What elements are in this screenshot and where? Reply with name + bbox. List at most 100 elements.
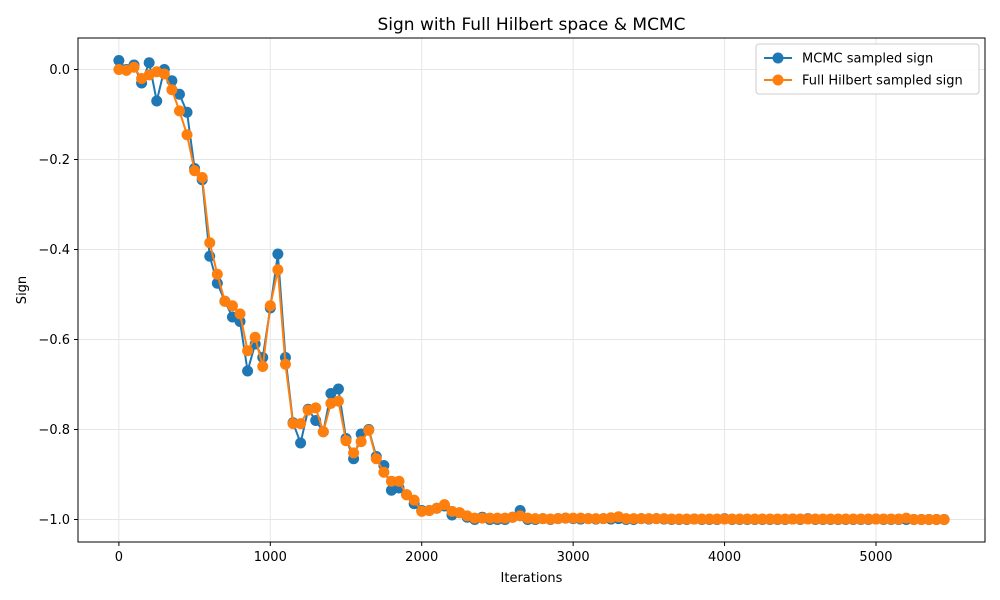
data-point [802,513,814,525]
data-point [189,165,201,177]
data-point [620,513,632,525]
chart-title: Sign with Full Hilbert space & MCMC [378,15,686,35]
data-point [666,513,678,525]
data-point [703,513,715,525]
data-point [249,331,261,343]
data-point [272,264,284,276]
data-point [113,55,125,66]
data-point [226,300,238,312]
data-point [529,513,541,525]
legend-item: MCMC sampled sign [764,52,933,67]
data-point [242,345,254,357]
data-point [257,361,269,372]
data-point [385,475,397,487]
x-tick-label: 1000 [254,550,287,565]
data-point [764,513,776,525]
data-point [355,436,367,448]
data-point [560,512,572,524]
data-point [938,514,950,525]
x-tick-label: 5000 [859,550,892,565]
y-tick-label: −0.2 [38,153,70,168]
data-point [741,513,753,525]
data-point [128,61,140,73]
data-point [332,383,344,395]
y-tick-label: 0.0 [49,63,70,78]
data-point [378,466,390,478]
x-tick-label: 2000 [405,550,438,565]
data-point [211,268,223,280]
data-point [401,489,413,501]
data-point [317,426,329,438]
data-point [287,418,299,430]
data-point [340,435,352,447]
data-point [484,512,496,524]
data-point [279,358,291,370]
data-point [469,512,481,524]
data-point [756,513,768,525]
data-point [688,513,700,525]
data-point [719,513,731,525]
data-point [681,513,693,525]
x-tick-label: 0 [115,550,123,565]
data-point [855,513,867,525]
data-point [567,512,579,524]
data-point [734,513,746,525]
data-point [151,95,163,107]
data-point [696,513,708,525]
x-axis-title: Iterations [501,571,563,586]
y-axis-title: Sign [15,276,30,304]
y-tick-label: −0.6 [38,333,70,348]
data-point [908,514,920,525]
data-point [749,513,761,525]
data-point [295,437,307,449]
data-point [809,513,821,525]
data-point [393,475,405,487]
series-layer [113,55,950,525]
plot-frame [77,37,986,543]
data-point [196,172,208,183]
data-point [794,513,806,525]
x-axis: 0 1000 2000 3000 4000 5000 [115,542,893,565]
data-point [204,237,216,249]
x-tick-label: 3000 [557,550,590,565]
data-point [931,514,943,525]
data-point [582,513,594,525]
y-tick-label: −1.0 [38,513,70,528]
y-tick-label: −0.4 [38,243,70,258]
x-tick-label: 4000 [708,550,741,565]
data-point [885,513,897,525]
data-point [310,402,322,414]
data-point [825,513,837,525]
legend-box [755,43,980,95]
series-full-hilbert [113,61,950,525]
data-point [348,447,360,459]
data-point [847,513,859,525]
data-point [862,513,874,525]
data-point [332,395,344,407]
legend-marker [772,52,784,64]
data-point [650,513,662,525]
data-point [878,513,890,525]
data-point [772,513,784,525]
data-point [870,513,882,525]
data-point [476,512,488,524]
data-point [779,513,791,525]
data-point [363,424,375,436]
data-point [181,129,193,141]
legend-marker [772,74,784,86]
data-point [590,513,602,525]
data-point [787,513,799,525]
data-point [143,57,155,69]
legend: MCMC sampled sign Full Hilbert sampled si… [755,43,980,95]
data-point [158,68,170,80]
data-point [840,513,852,525]
data-point [817,513,829,525]
data-point [673,513,685,525]
data-point [711,513,723,525]
data-point [370,453,382,465]
legend-label: Full Hilbert sampled sign [802,74,963,89]
data-point [923,514,935,525]
data-point [915,514,927,525]
data-point [173,105,185,117]
